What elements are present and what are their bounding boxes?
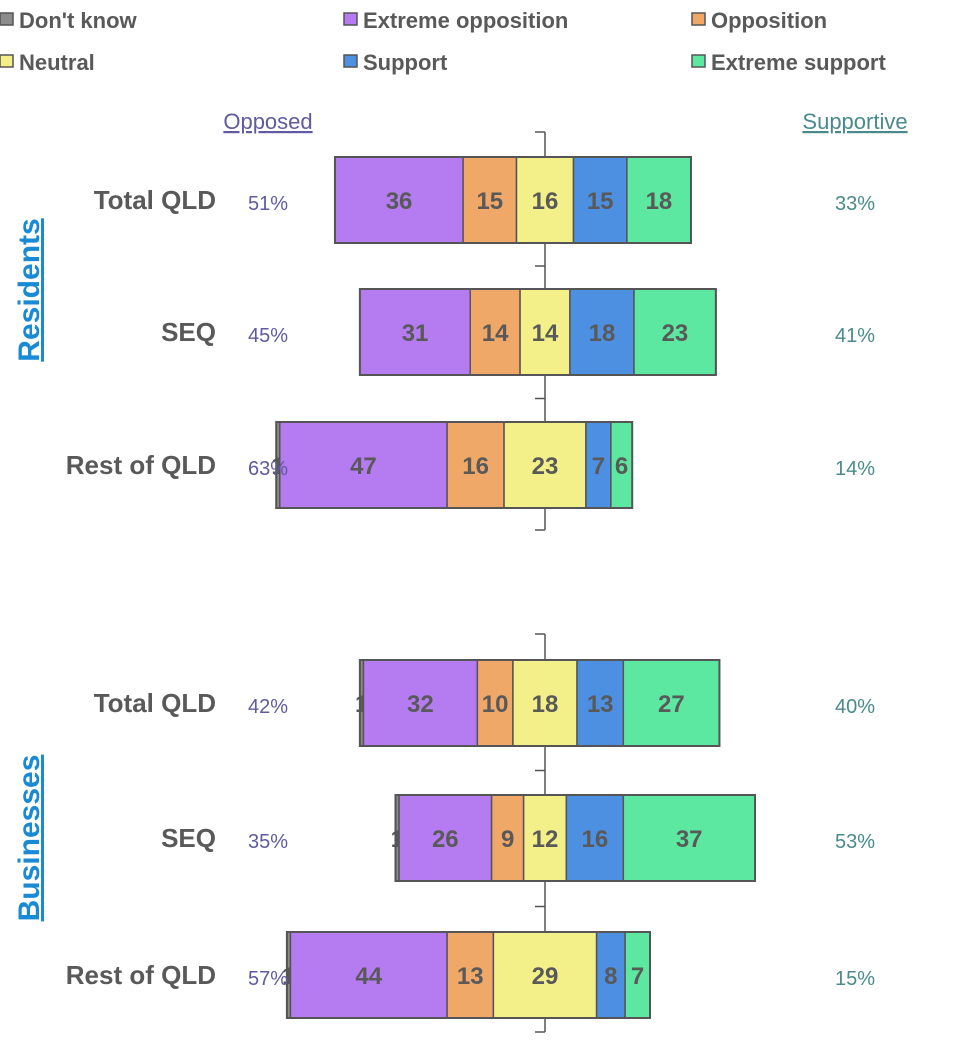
bar-segment-neutral (512, 659, 578, 747)
bar-segment-neutral (503, 421, 587, 509)
legend-label-extreme_opposition: Extreme opposition (363, 8, 568, 33)
bar-segment-extreme_opposition (398, 794, 493, 882)
row-label: Rest of QLD (66, 960, 216, 990)
bar-segment-extreme_opposition (334, 156, 464, 244)
bar-value-label-extreme_opposition: 44 (355, 963, 382, 990)
bar-value-label-extreme_opposition: 31 (402, 320, 429, 347)
legend-label-neutral: Neutral (19, 50, 95, 75)
row-label: SEQ (161, 317, 216, 347)
bar-value-label-neutral: 14 (532, 320, 559, 347)
bar-segment-extreme_opposition (279, 421, 448, 509)
opposed-percent: 51% (248, 193, 288, 215)
bar-value-label-support: 7 (592, 453, 605, 480)
row-label: Total QLD (94, 688, 216, 718)
bar-outline (333, 156, 692, 244)
bar-segment-support (576, 659, 625, 747)
legend-label-opposition: Opposition (711, 8, 827, 33)
group-residents: Residents 36 15 16 15 18 Total QLD 51% 33% 31 14 14… (13, 131, 875, 531)
bar-value-label-extreme_support: 7 (631, 963, 644, 990)
bar-value-label-extreme_support: 37 (676, 826, 703, 853)
row-label: Rest of QLD (66, 450, 216, 480)
legend-label-extreme_support: Extreme support (711, 50, 886, 75)
supportive-percent: 40% (835, 696, 875, 718)
bar-row: 36 15 16 15 18 Total QLD 51% 33% (94, 156, 875, 244)
bar-outline (394, 794, 757, 882)
bar-segment-extreme_opposition (362, 659, 479, 747)
bar-outline (285, 931, 652, 1019)
legend-swatch-neutral (0, 54, 14, 68)
bar-value-label-extreme_support: 18 (646, 188, 673, 215)
supportive-percent: 41% (835, 325, 875, 347)
bar-segment-extreme_opposition (359, 288, 471, 376)
legend: Don't know Extreme opposition Opposition Ne… (0, 8, 886, 75)
legend-swatch-extreme_opposition (343, 12, 358, 26)
bar-segment-opposition (446, 421, 505, 509)
bar-segment-extreme_support (633, 288, 717, 376)
legend-swatch-extreme_support (691, 54, 706, 68)
bar-value-label-extreme_support: 27 (658, 691, 685, 718)
supportive-percent: 15% (835, 968, 875, 990)
opposed-header: Opposed (223, 109, 312, 134)
bar-value-label-opposition: 13 (457, 963, 484, 990)
opposed-percent: 35% (248, 831, 288, 853)
bar-segment-extreme_support (622, 659, 721, 747)
bar-value-label-neutral: 16 (532, 188, 559, 215)
bar-value-label-neutral: 23 (532, 453, 559, 480)
bar-value-label-opposition: 15 (476, 188, 503, 215)
legend-label-support: Support (363, 50, 448, 75)
legend-swatch-dont_know (0, 12, 14, 26)
legend-swatch-support (343, 54, 358, 68)
bar-value-label-extreme_opposition: 36 (386, 188, 413, 215)
supportive-percent: 14% (835, 458, 875, 480)
group-label-businesses: Businesses (13, 755, 46, 922)
bar-value-label-opposition: 14 (482, 320, 509, 347)
bar-outline (275, 421, 634, 509)
bar-segment-opposition (476, 659, 514, 747)
opposed-percent: 45% (248, 325, 288, 347)
bar-value-label-support: 18 (589, 320, 616, 347)
bar-value-label-support: 16 (581, 826, 608, 853)
opposed-percent: 57% (248, 968, 288, 990)
row-label: SEQ (161, 823, 216, 853)
legend-label-dont_know: Don't know (19, 8, 138, 33)
bar-value-label-neutral: 18 (532, 691, 559, 718)
row-label: Total QLD (94, 185, 216, 215)
group-label-residents: Residents (13, 218, 46, 361)
bar-value-label-neutral: 29 (532, 963, 559, 990)
bar-segment-support (565, 794, 625, 882)
supportive-percent: 53% (835, 831, 875, 853)
bar-value-label-support: 13 (587, 691, 614, 718)
bar-value-label-opposition: 9 (501, 826, 514, 853)
bar-row: 31 14 14 18 23 SEQ 45% 41% (161, 288, 875, 376)
bar-value-label-extreme_support: 23 (662, 320, 689, 347)
opposed-percent: 42% (248, 696, 288, 718)
bar-value-label-extreme_opposition: 26 (432, 826, 459, 853)
bar-outline (358, 288, 717, 376)
bar-outline (358, 659, 721, 747)
bar-value-label-opposition: 16 (462, 453, 489, 480)
bar-value-label-neutral: 12 (532, 826, 559, 853)
opposed-percent: 63% (248, 458, 288, 480)
legend-swatch-opposition (691, 12, 706, 26)
supportive-percent: 33% (835, 193, 875, 215)
bar-value-label-extreme_opposition: 32 (407, 691, 434, 718)
bar-value-label-support: 8 (604, 963, 617, 990)
supportive-header: Supportive (802, 109, 907, 134)
chart-groups: Residents 36 15 16 15 18 Total QLD 51% 33% 31 14 14… (13, 131, 875, 1033)
bar-value-label-extreme_support: 6 (615, 453, 628, 480)
bar-segment-support (595, 931, 626, 1019)
bar-value-label-opposition: 10 (482, 691, 509, 718)
bar-value-label-extreme_opposition: 47 (350, 453, 377, 480)
bar-value-label-support: 15 (587, 188, 614, 215)
